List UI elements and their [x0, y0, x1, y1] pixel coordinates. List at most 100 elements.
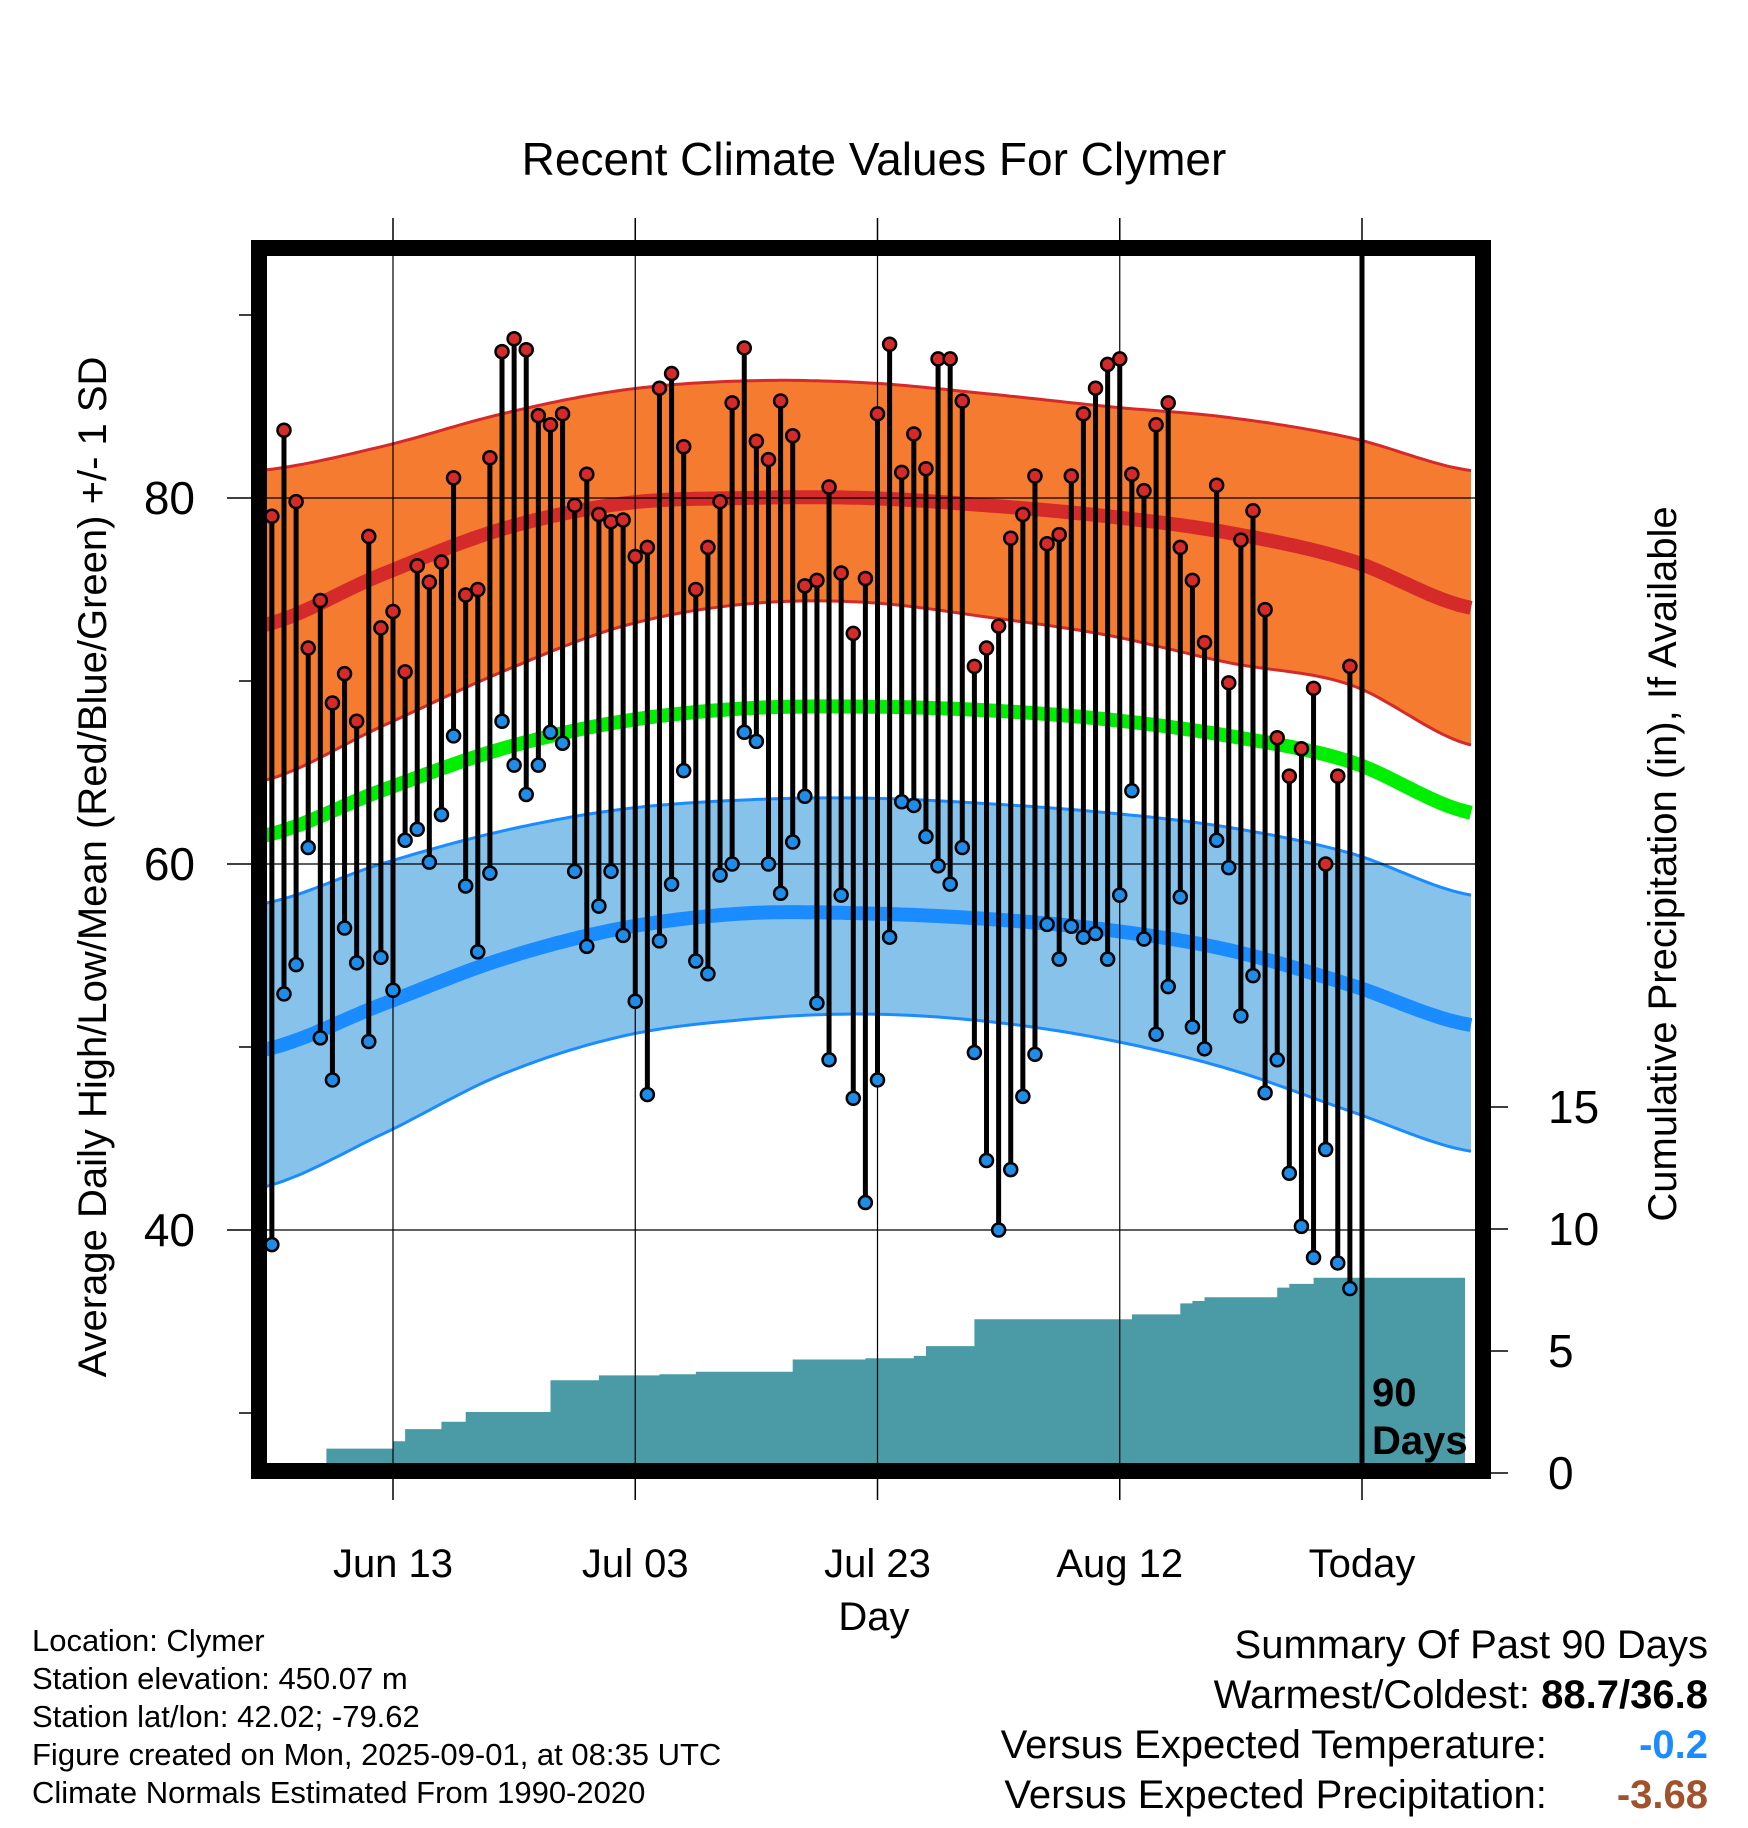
daily-low-point: [990, 1222, 1007, 1238]
daily-low-point: [918, 828, 934, 845]
daily-high-point: [748, 433, 765, 450]
precip-area: [326, 1277, 1465, 1471]
daily-high-point: [663, 365, 680, 382]
daily-low-point: [591, 898, 607, 914]
daily-high-point: [361, 528, 377, 545]
daily-high-point: [1075, 406, 1092, 422]
daily-high-point: [893, 464, 910, 481]
y2-tick-label: 5: [1548, 1325, 1574, 1377]
daily-low-point: [1015, 1088, 1031, 1105]
daily-low-point: [1293, 1218, 1310, 1235]
daily-low-point: [506, 757, 522, 773]
daily-high-point: [1160, 395, 1176, 411]
daily-high-point: [881, 336, 898, 353]
daily-high-point: [566, 497, 583, 514]
daily-low-point: [869, 1072, 886, 1088]
daily-high-point: [324, 695, 341, 711]
temp-label: Versus Expected Temperature:: [1000, 1723, 1547, 1767]
daily-high-point: [276, 422, 292, 439]
daily-low-point: [409, 821, 425, 837]
daily-high-point: [1257, 601, 1273, 618]
summary-panel: Summary Of Past 90 Days Warmest/Coldest:…: [1001, 1620, 1708, 1820]
y-tick-label: 60: [144, 838, 195, 890]
daily-low-point: [1099, 951, 1116, 967]
daily-low-point: [1221, 859, 1237, 876]
daily-low-point: [264, 1236, 280, 1253]
daily-high-point: [445, 470, 462, 486]
precip-value: -3.68: [1616, 1773, 1708, 1817]
daily-low-point: [1051, 951, 1067, 967]
daily-high-point: [1099, 356, 1116, 373]
daily-low-point: [748, 733, 765, 750]
daily-low-point: [470, 944, 486, 960]
daily-high-point: [615, 512, 631, 528]
temp-row: Versus Expected Temperature: -0.2: [1001, 1720, 1708, 1770]
created-text: Figure created on Mon, 2025-09-01, at 08…: [32, 1737, 722, 1772]
x-tick-label: Aug 12: [1056, 1542, 1183, 1586]
daily-low-point: [336, 920, 353, 936]
normals-text: Climate Normals Estimated From 1990-2020: [32, 1775, 646, 1810]
daily-low-point: [1330, 1255, 1346, 1271]
daily-low-point: [445, 728, 462, 744]
daily-low-point: [361, 1033, 377, 1050]
daily-high-point: [1269, 729, 1285, 746]
daily-low-point: [1112, 887, 1128, 903]
daily-high-point: [264, 508, 280, 525]
daily-low-point: [554, 735, 571, 751]
daily-high-point: [1305, 680, 1322, 697]
daily-low-point: [276, 986, 292, 1002]
daily-high-point: [1027, 468, 1043, 484]
daily-high-point: [591, 506, 607, 523]
daily-low-point: [857, 1194, 874, 1211]
daily-high-point: [918, 460, 934, 477]
precip-label: Versus Expected Precipitation:: [1004, 1773, 1547, 1817]
daily-low-point: [518, 786, 534, 803]
daily-high-point: [1342, 658, 1358, 675]
daily-low-point: [1002, 1161, 1019, 1178]
station-info: Location: Clymer Station elevation: 450.…: [32, 1622, 721, 1812]
daily-low-point: [482, 865, 498, 881]
x-tick-label: Jun 13: [333, 1542, 453, 1586]
daily-low-point: [373, 949, 389, 966]
daily-low-point: [1281, 1165, 1298, 1182]
warm-cold-label: Warmest/Coldest:: [1213, 1673, 1531, 1717]
daily-low-point: [603, 863, 619, 880]
daily-low-point: [1027, 1046, 1043, 1063]
daily-low-point: [542, 724, 559, 740]
daily-high-point: [978, 640, 995, 656]
x-axis-title: Day: [838, 1595, 909, 1639]
daily-low-point: [845, 1090, 862, 1106]
daily-low-point: [712, 867, 728, 883]
daily-low-point: [1087, 925, 1104, 942]
x-tick-label: Today: [1309, 1542, 1416, 1586]
daily-high-point: [1317, 856, 1334, 872]
normal-high-band-upper-edge: [259, 378, 1472, 473]
daily-high-point: [712, 493, 728, 510]
daily-high-point: [336, 665, 353, 682]
daily-low-point: [881, 929, 898, 945]
daily-high-point: [1233, 532, 1249, 548]
warm-cold-value: 88.7/36.8: [1541, 1673, 1708, 1717]
daily-high-point: [1039, 536, 1055, 552]
daily-high-point: [954, 393, 971, 409]
daily-low-point: [688, 953, 704, 969]
daily-high-point: [760, 451, 777, 468]
daily-low-point: [457, 878, 474, 894]
daily-high-point: [470, 581, 486, 598]
daily-high-point: [869, 406, 886, 422]
chart-title: Recent Climate Values For Clymer: [522, 133, 1227, 185]
x-tick-label: Jul 03: [582, 1542, 689, 1586]
daily-low-point: [663, 876, 680, 892]
y2-axis-title: Cumulative Precipitation (in), If Availa…: [1641, 506, 1685, 1221]
daily-low-point: [1172, 889, 1189, 905]
daily-high-point: [1196, 634, 1213, 651]
daily-low-point: [760, 856, 777, 872]
daily-low-point: [1257, 1085, 1273, 1101]
daily-high-point: [579, 466, 595, 482]
daily-high-point: [518, 342, 534, 358]
daily-low-point: [675, 762, 692, 779]
y2-tick-label: 0: [1548, 1447, 1574, 1499]
daily-high-point: [1221, 675, 1237, 691]
daily-low-point: [1317, 1141, 1334, 1158]
daily-high-point: [506, 331, 522, 347]
